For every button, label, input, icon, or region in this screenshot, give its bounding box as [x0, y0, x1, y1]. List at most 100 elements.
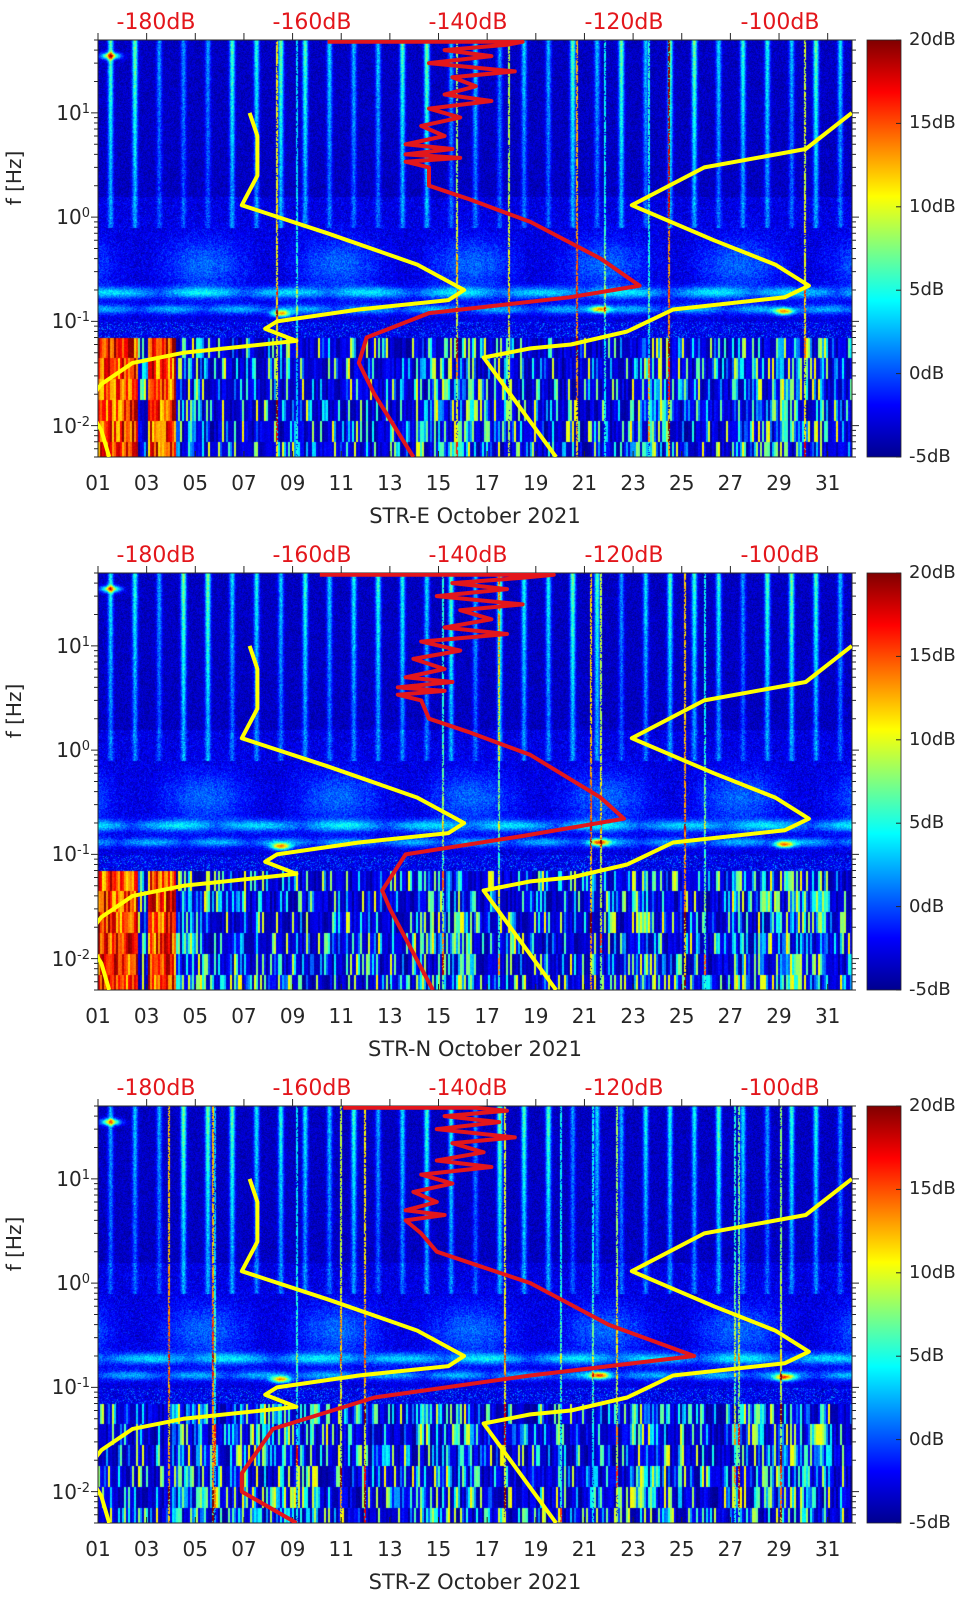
- y-tick-exponent: -1: [77, 1376, 90, 1392]
- y-tick-base: 10: [51, 1479, 78, 1504]
- high-noise-model-curve: [481, 111, 852, 457]
- colorbar-tick-label: -5dB: [909, 1512, 951, 1533]
- x-tick-label: 05: [182, 1537, 209, 1561]
- y-tick-base: 10: [51, 842, 78, 867]
- colorbar-tick-label: 10dB: [909, 195, 956, 217]
- y-tick-label: 101: [56, 1167, 90, 1191]
- spectrogram-image: [98, 573, 852, 990]
- y-tick-label: 100: [56, 738, 90, 762]
- y-tick-base: 10: [56, 738, 82, 763]
- top-db-label: -140dB: [428, 543, 508, 568]
- y-tick-exponent: 1: [81, 634, 90, 650]
- x-tick-label: 25: [669, 471, 695, 495]
- colorbar-tick-label: 10dB: [909, 728, 956, 750]
- x-tick-label: 01: [85, 1004, 111, 1028]
- x-tick-label: 25: [669, 1004, 695, 1028]
- colorbar-tick-label: 15dB: [909, 1178, 956, 1200]
- low-noise-model-curve: [98, 645, 467, 990]
- top-db-label: -160dB: [272, 1076, 352, 1101]
- spectrogram-image: [98, 1106, 852, 1523]
- y-tick-exponent: 0: [81, 739, 90, 755]
- top-db-label: -180dB: [116, 1076, 196, 1101]
- x-tick-label: 21: [571, 1004, 598, 1028]
- colorbar-tick-label: 0dB: [909, 895, 945, 917]
- y-tick-exponent: -2: [77, 414, 90, 430]
- y-tick-label: 10-1: [52, 1375, 90, 1399]
- top-db-label: -180dB: [116, 10, 196, 35]
- x-tick-label: 23: [620, 1004, 646, 1028]
- colorbar-tick-label: 5dB: [909, 812, 945, 834]
- y-tick-exponent: 0: [81, 206, 90, 222]
- colorbar-tick-label: -5dB: [909, 979, 951, 1000]
- low-noise-model-curve: [98, 112, 467, 457]
- spectrogram-panel: 01 03 05 07 09 11 13 15 17 19 21 23 25 27 29 31 101 100 10…: [0, 0, 962, 533]
- psd-curve: [239, 1106, 697, 1523]
- colorbar-tick-label: -5dB: [909, 446, 951, 467]
- x-tick-label: 17: [474, 471, 500, 495]
- x-tick-label: 23: [620, 1537, 646, 1561]
- x-tick-label: 23: [620, 471, 646, 495]
- high-noise-model-curve: [481, 1177, 852, 1523]
- top-db-label: -100dB: [740, 1076, 820, 1101]
- x-tick-label: 31: [814, 1004, 841, 1028]
- top-db-label: -160dB: [272, 10, 352, 35]
- x-tick-label: 11: [328, 1537, 354, 1561]
- axes-overlay: [91, 33, 902, 458]
- x-tick-label: 07: [231, 1004, 257, 1028]
- colorbar: [867, 40, 901, 457]
- y-tick-label: 100: [56, 1271, 90, 1295]
- colorbar-tick-label: 5dB: [909, 279, 945, 301]
- x-tick-label: 03: [133, 471, 160, 495]
- x-tick-label: 27: [717, 1004, 744, 1028]
- x-tick-label: 25: [669, 1537, 695, 1561]
- y-tick-exponent: 0: [81, 1272, 90, 1288]
- x-tick-label: 31: [814, 1537, 841, 1561]
- x-tick-label: 17: [474, 1537, 500, 1561]
- top-db-label: -160dB: [272, 543, 352, 568]
- y-tick-base: 10: [56, 205, 82, 230]
- x-tick-label: 13: [377, 471, 403, 495]
- x-tick-label: 19: [523, 1004, 549, 1028]
- x-tick-label: 29: [766, 471, 792, 495]
- x-tick-label: 31: [814, 471, 841, 495]
- colorbar-tick-label: 15dB: [909, 112, 956, 134]
- psd-curve: [319, 573, 626, 990]
- y-tick-base: 10: [56, 633, 82, 658]
- y-axis-label: f [Hz]: [2, 150, 26, 206]
- x-axis-label: STR-Z October 2021: [368, 1570, 582, 1594]
- y-tick-base: 10: [51, 1375, 78, 1400]
- y-tick-exponent: 1: [81, 1167, 90, 1183]
- x-tick-label: 19: [523, 1537, 549, 1561]
- y-tick-exponent: -1: [77, 843, 90, 859]
- x-tick-label: 01: [85, 1537, 111, 1561]
- colorbar-tick-label: 0dB: [909, 1428, 945, 1450]
- x-tick-label: 17: [474, 1004, 500, 1028]
- x-tick-label: 29: [766, 1537, 792, 1561]
- y-tick-base: 10: [56, 1166, 82, 1191]
- colorbar-frame: [866, 1105, 902, 1524]
- x-tick-label: 13: [377, 1537, 403, 1561]
- x-axis-label: STR-E October 2021: [369, 504, 581, 528]
- y-tick-label: 10-1: [52, 842, 90, 866]
- x-tick-label: 29: [766, 1004, 792, 1028]
- axes-overlay: [91, 566, 902, 991]
- x-tick-label: 09: [279, 1004, 306, 1028]
- colorbar-frame: [866, 572, 902, 991]
- colorbar-tick-label: 0dB: [909, 362, 945, 384]
- top-db-label: -120dB: [584, 10, 664, 35]
- y-tick-exponent: 1: [81, 101, 90, 117]
- y-tick-base: 10: [56, 100, 82, 125]
- x-tick-label: 21: [571, 1537, 598, 1561]
- y-tick-label: 10-2: [52, 1480, 90, 1504]
- y-tick-base: 10: [51, 309, 78, 334]
- y-tick-exponent: -2: [77, 1480, 90, 1496]
- top-db-label: -120dB: [584, 1076, 664, 1101]
- colorbar-tick-label: 15dB: [909, 645, 956, 667]
- spectrogram-image: [98, 40, 852, 457]
- x-tick-label: 21: [571, 471, 598, 495]
- top-db-label: -140dB: [428, 1076, 508, 1101]
- spectrogram-panel: 01 03 05 07 09 11 13 15 17 19 21 23 25 27 29 31 101 100 10…: [0, 533, 962, 1066]
- y-tick-label: 100: [56, 205, 90, 229]
- top-db-label: -100dB: [740, 10, 820, 35]
- y-tick-label: 10-2: [52, 947, 90, 971]
